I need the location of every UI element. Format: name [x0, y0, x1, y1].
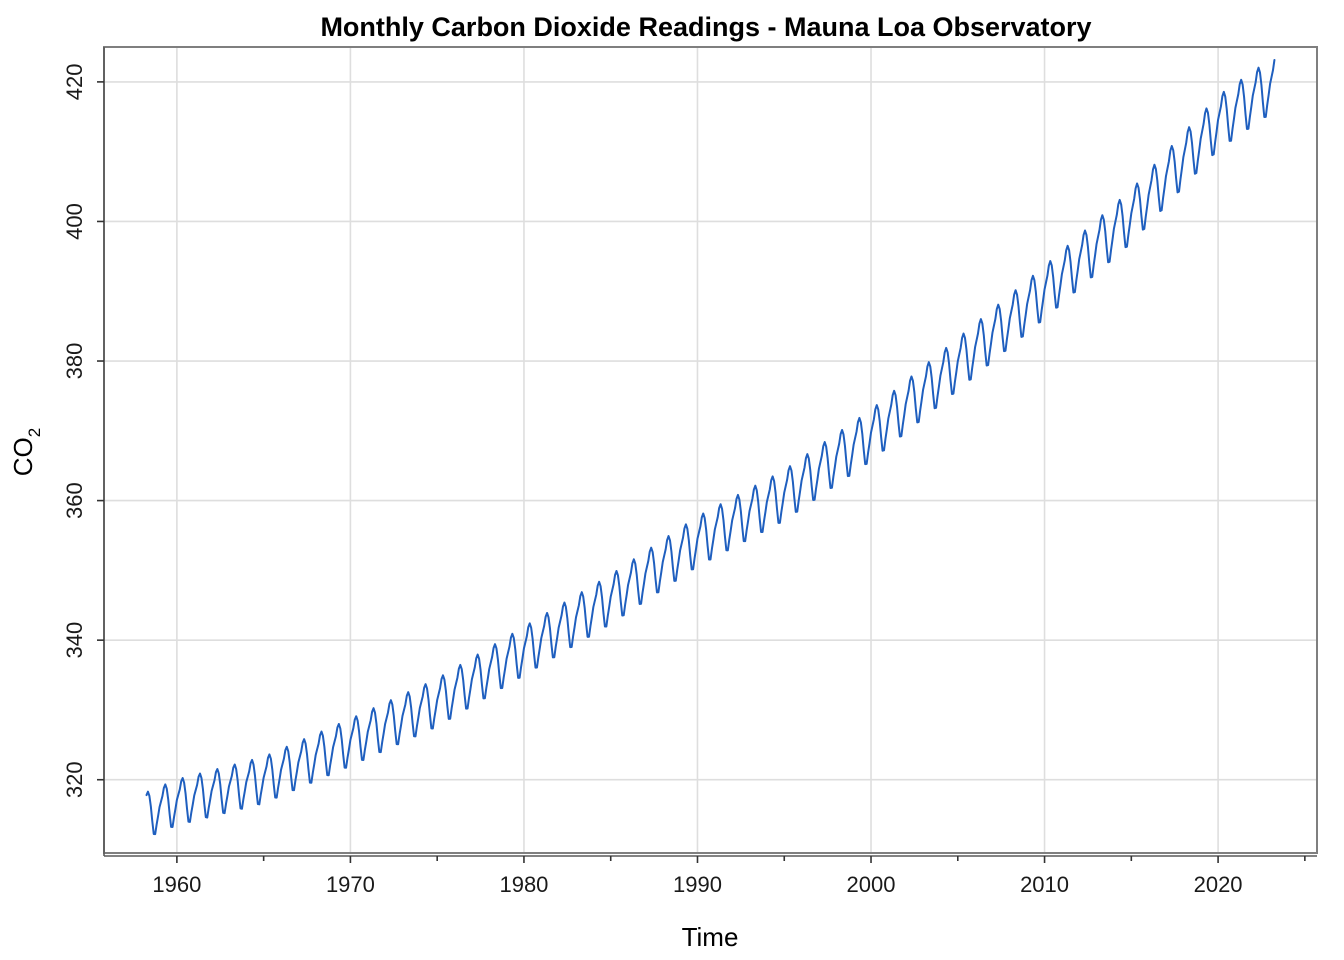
y-tick-label: 360	[62, 482, 87, 519]
y-tick-label: 380	[62, 343, 87, 380]
y-axis-title: CO2	[8, 428, 44, 476]
y-tick-label: 420	[62, 64, 87, 101]
y-axis-ticks: 320 340 360 380 400 420	[62, 64, 104, 798]
y-axis-title-subscript: 2	[25, 428, 44, 437]
plot-frame	[103, 46, 1318, 854]
y-tick-label: 320	[62, 761, 87, 798]
x-tick-label: 1980	[499, 872, 548, 897]
x-tick-label: 2010	[1020, 872, 1069, 897]
x-tick-label: 1970	[326, 872, 375, 897]
x-tick-label: 1960	[152, 872, 201, 897]
co2-series-line	[145, 58, 1276, 836]
y-tick-label: 340	[62, 622, 87, 659]
x-tick-label: 1990	[673, 872, 722, 897]
y-tick-label: 400	[62, 203, 87, 240]
x-tick-label: 2020	[1194, 872, 1243, 897]
y-axis-title-main: CO	[8, 437, 38, 476]
x-tick-label: 2000	[847, 872, 896, 897]
data-series	[145, 58, 1276, 836]
x-axis-ticks: 1960 1970 1980 1990 2000 2010 2020	[152, 856, 1306, 897]
chart-title: Monthly Carbon Dioxide Readings - Mauna …	[320, 12, 1091, 42]
grid-lines	[104, 47, 1317, 853]
x-axis-title: Time	[682, 922, 739, 952]
